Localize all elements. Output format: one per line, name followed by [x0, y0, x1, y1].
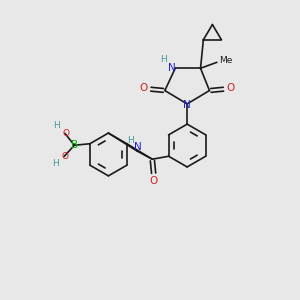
Text: H: H	[53, 121, 60, 130]
Text: O: O	[227, 83, 235, 94]
Text: H: H	[127, 136, 134, 145]
Text: Me: Me	[219, 56, 232, 65]
Text: N: N	[134, 142, 142, 152]
Text: H: H	[160, 56, 167, 64]
Text: B: B	[71, 140, 78, 150]
Text: O: O	[150, 176, 158, 186]
Text: H: H	[52, 160, 59, 169]
Text: O: O	[139, 83, 148, 94]
Text: O: O	[62, 152, 69, 161]
Text: N: N	[183, 100, 191, 110]
Text: N: N	[168, 63, 176, 73]
Text: O: O	[63, 129, 70, 138]
